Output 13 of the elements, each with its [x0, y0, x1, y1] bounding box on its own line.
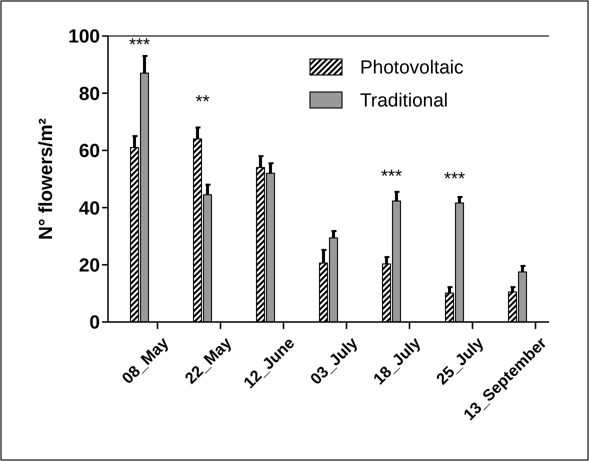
y-tick-label: 80: [78, 84, 100, 105]
legend-label: Photovoltaic: [360, 58, 464, 79]
annotation: ***: [380, 166, 402, 186]
annotation: ***: [128, 34, 150, 54]
y-axis-title: N° flowers/m²: [36, 118, 57, 240]
annotation: ***: [444, 168, 466, 189]
annotation: **: [195, 92, 210, 112]
y-tick-label: 60: [78, 141, 100, 162]
y-tick-label: 20: [78, 255, 100, 276]
legend-label: Traditional: [360, 90, 448, 112]
y-tick-label: 40: [78, 198, 100, 220]
y-tick-label: 0: [89, 312, 100, 334]
y-tick-label: 100: [68, 26, 100, 48]
